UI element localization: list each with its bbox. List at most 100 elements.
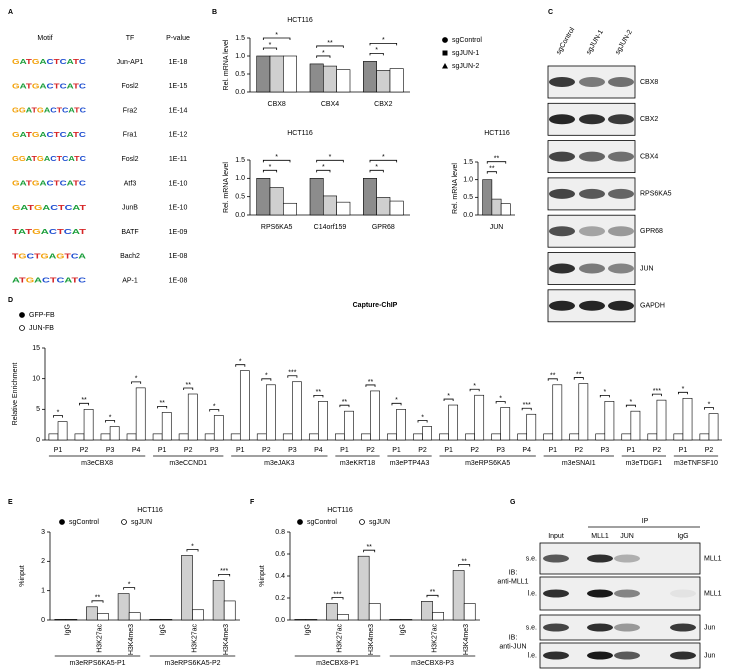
significance-bracket: [486, 161, 507, 164]
motif-letter: T: [27, 205, 35, 212]
bar: [491, 433, 501, 441]
significance-bracket: [704, 407, 714, 410]
bar: [370, 390, 380, 441]
lane-label: MLL1: [591, 533, 609, 540]
group-label: m3eJAK3: [264, 460, 294, 467]
protein-label: CBX4: [640, 153, 658, 160]
ib-label: IB:: [509, 569, 518, 576]
significance-label: *: [322, 50, 325, 57]
significance-bracket: [316, 55, 331, 58]
y-tick-label: 5: [36, 406, 40, 413]
significance-bracket: [417, 420, 428, 423]
protein-label: Jun: [704, 652, 715, 659]
significance-bracket: [369, 159, 398, 163]
ip-header: IP: [642, 518, 649, 525]
x-tick-label: P3: [106, 447, 115, 454]
significance-label: ***: [333, 591, 341, 598]
motif-letter: A: [20, 205, 28, 212]
motif-letter: T: [12, 253, 19, 260]
bar: [708, 413, 719, 441]
bar: [357, 555, 370, 621]
exposure-label: l.e.: [528, 590, 537, 597]
chart-title: Capture-ChIP: [353, 302, 398, 309]
blot-band: [549, 114, 575, 125]
blot-band: [670, 589, 696, 598]
motif-letter: T: [71, 278, 79, 285]
bar: [135, 387, 146, 441]
blot-band: [608, 151, 634, 162]
blot-band: [608, 226, 634, 237]
significance-label: *: [329, 154, 332, 161]
bar: [212, 580, 225, 621]
x-tick-label: P3: [601, 447, 610, 454]
significance-bracket: [486, 171, 497, 174]
legend-marker: [19, 325, 25, 331]
x-tick-label: H3K27ac: [96, 624, 103, 653]
x-tick-label: JUN: [490, 224, 504, 231]
y-tick-label: 0.5: [235, 194, 245, 201]
motif-letter: C: [80, 156, 86, 163]
significance-bracket: [426, 594, 439, 598]
bar: [308, 433, 319, 441]
x-tick-label: P3: [496, 447, 505, 454]
group-label: m3eCBX8: [81, 460, 113, 467]
exposure-label: l.e.: [528, 652, 537, 659]
motif-letter: C: [79, 83, 86, 90]
motif-letter: T: [73, 132, 80, 139]
significance-label: *: [109, 414, 112, 421]
x-tick-label: C14orf159: [314, 224, 347, 231]
bar: [673, 433, 684, 441]
blot-band: [549, 77, 575, 87]
p-value: 1E-10: [169, 180, 188, 187]
x-tick-label: P1: [236, 447, 245, 454]
significance-label: *: [269, 164, 272, 171]
p-value: 1E-18: [169, 59, 188, 66]
motif-letter: T: [19, 278, 27, 285]
group-label: m3eCCND1: [169, 460, 207, 467]
significance-bracket: [123, 587, 136, 590]
blot-band: [579, 77, 605, 87]
motif-letter: T: [73, 180, 80, 187]
bar: [363, 178, 377, 216]
significance-label: **: [159, 400, 165, 407]
y-tick-label: 1.0: [235, 53, 245, 60]
significance-bracket: [573, 377, 584, 380]
significance-label: ***: [288, 370, 296, 377]
table-header: TF: [126, 35, 135, 42]
ib-label: IB:: [509, 634, 518, 641]
bar: [344, 410, 354, 441]
significance-label: *: [473, 383, 476, 390]
significance-label: *: [375, 47, 378, 54]
motif-letter: A: [20, 59, 27, 66]
motif-letter: A: [67, 132, 74, 139]
exposure-label: s.e.: [526, 624, 537, 631]
blot-band: [579, 188, 605, 199]
motif-letter: C: [71, 253, 79, 260]
bar: [526, 413, 537, 441]
significance-bracket: [262, 169, 278, 173]
y-tick-label: 3: [41, 529, 45, 536]
blot-band: [614, 623, 640, 632]
significance-label: *: [682, 386, 685, 393]
motif-letter: A: [20, 180, 27, 187]
bar: [465, 433, 475, 441]
bar: [400, 619, 413, 621]
x-tick-label: GPR68: [372, 224, 395, 231]
bar: [336, 69, 351, 93]
blot-band: [549, 226, 575, 237]
motif-letter: C: [60, 132, 67, 139]
legend-marker: [297, 519, 303, 525]
p-value: 1E-11: [169, 156, 187, 163]
x-tick-label: P2: [184, 447, 193, 454]
protein-label: JUN: [640, 265, 654, 272]
p-value: 1E-09: [169, 229, 188, 236]
y-tick-label: 10: [32, 376, 40, 383]
significance-label: *: [447, 393, 450, 400]
panel-label: F: [250, 499, 255, 506]
bar: [491, 198, 502, 216]
lane-label: sgJUN-2: [614, 29, 634, 56]
bar: [552, 384, 563, 441]
blot-band: [587, 651, 613, 660]
motif-letter: T: [64, 253, 71, 260]
